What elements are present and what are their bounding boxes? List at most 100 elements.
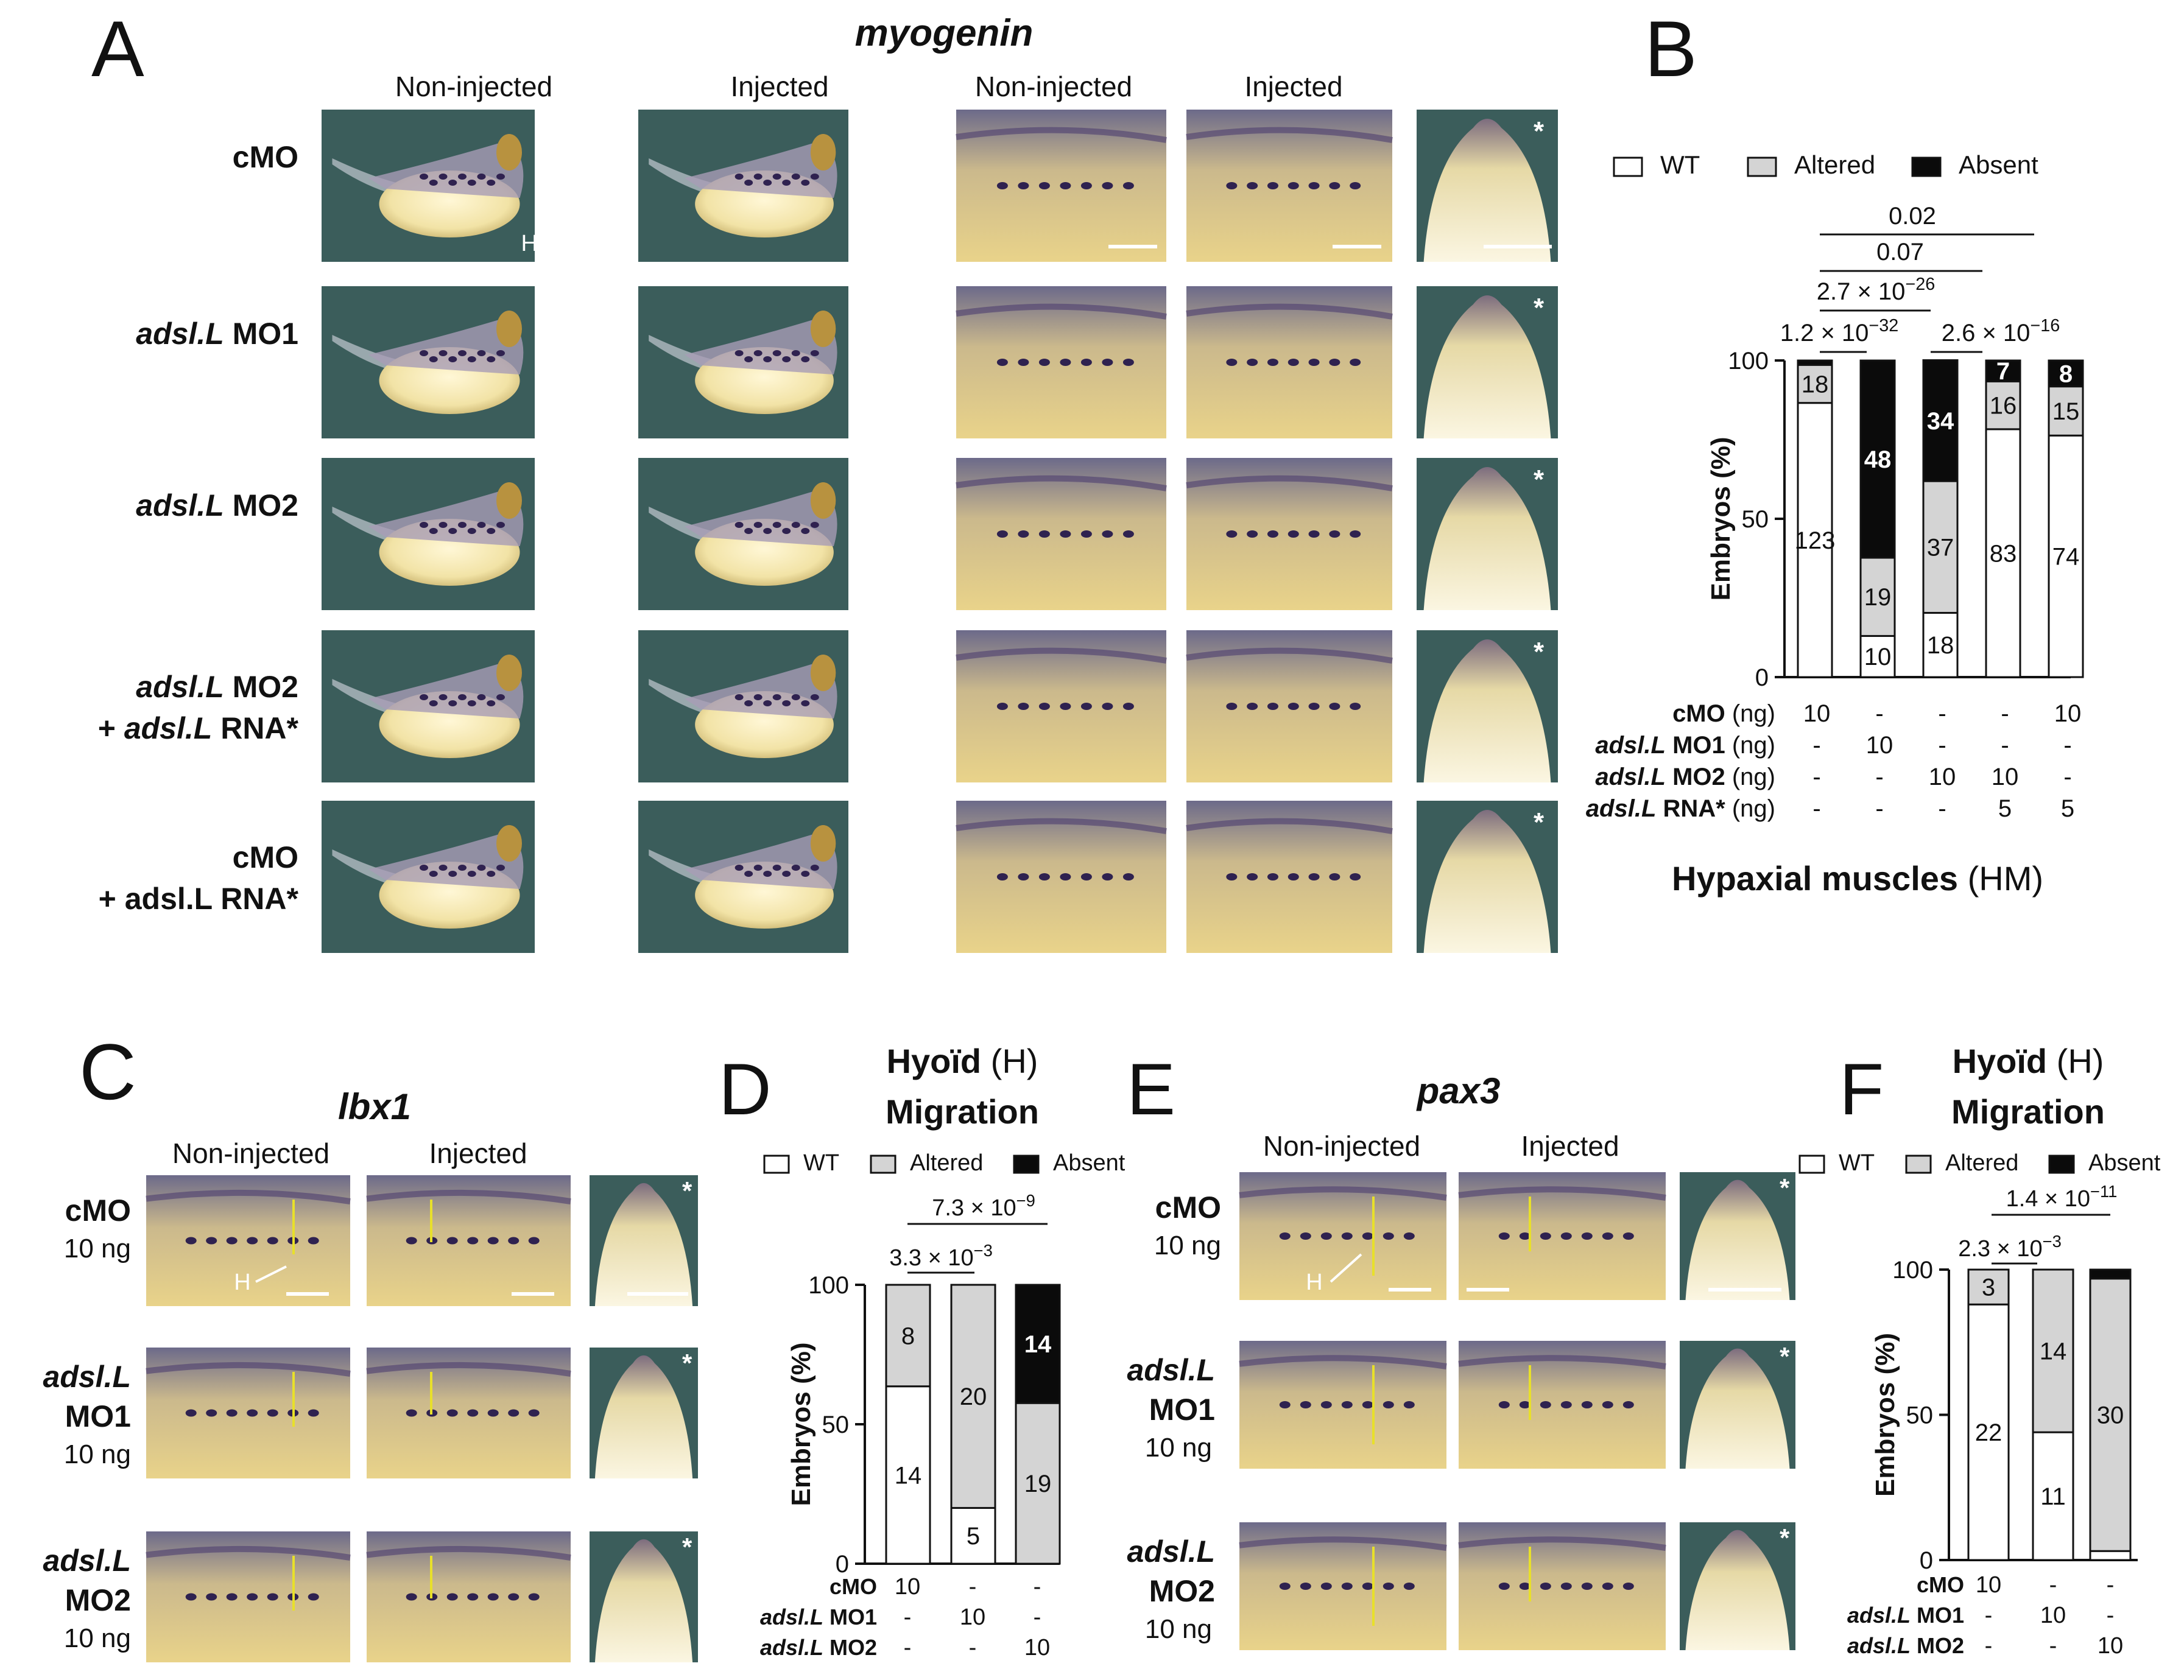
muscle-stain: [487, 1409, 499, 1417]
eye: [810, 311, 836, 347]
muscle-stain: [448, 356, 457, 362]
panel-a-title: myogenin: [855, 12, 1034, 54]
text-part: + adsl.L RNA*: [99, 882, 299, 916]
bar-segment-altered: [1015, 1402, 1061, 1565]
muscle-stain: [1300, 1232, 1311, 1240]
muscle-stain: [1308, 703, 1320, 710]
ventral-photo: [1417, 286, 1558, 438]
ventral-view: [594, 1183, 693, 1306]
data-label: 30: [2097, 1402, 2124, 1429]
y-tick-label: 50: [1906, 1402, 1934, 1429]
muscle-stain: [1080, 703, 1092, 710]
bar-segment-altered: [1967, 1268, 2010, 1306]
condition-value: 10: [1024, 1635, 1050, 1661]
text-part: MO2: [224, 670, 298, 704]
row-label: cMO: [65, 1193, 131, 1228]
muscle-stain: [801, 180, 810, 186]
text-part: Hyoïd: [887, 1042, 982, 1080]
condition-value: -: [904, 1604, 912, 1630]
pvalue-exponent: −16: [2030, 316, 2060, 336]
data-label: 14: [2040, 1338, 2067, 1365]
panel-letter-c: C: [79, 1027, 136, 1116]
muscle-stain: [1341, 1401, 1353, 1408]
dorsal-tissue: [368, 317, 524, 374]
dorsal-tissue: [684, 661, 837, 719]
muscle-stain: [1320, 1232, 1332, 1240]
muscle-stain: [1122, 873, 1134, 880]
muscle-stain: [753, 350, 763, 356]
muscle-stain: [308, 1409, 319, 1417]
muscle-stain: [487, 700, 496, 706]
muscle-stain: [1060, 359, 1071, 366]
text-part: MO2: [224, 488, 298, 522]
pvalue-exponent: −9: [1016, 1191, 1035, 1210]
condition-value: -: [2001, 732, 2009, 759]
condition-value: -: [1938, 700, 1946, 727]
row-label: adsl.L: [43, 1360, 131, 1394]
condition-value: -: [1812, 795, 1820, 822]
dorsal-band: [366, 1545, 571, 1561]
crop-photo-injected: [1186, 110, 1393, 262]
text-part: adsl.L: [136, 670, 224, 704]
muscle-stain: [477, 522, 486, 528]
muscle-stain: [458, 865, 467, 871]
dorsal-band: [1239, 1355, 1447, 1369]
muscle-stain: [267, 1409, 278, 1417]
embryo-photo-injected: [366, 1348, 571, 1478]
muscle-stain: [791, 865, 800, 871]
y-tick-label: 0: [836, 1551, 849, 1578]
condition-value: 10: [1929, 764, 1956, 790]
muscle-stain: [753, 522, 763, 528]
legend-label-absent: Absent: [2088, 1150, 2161, 1176]
muscle-stain: [1247, 703, 1258, 710]
data-label: 3: [1982, 1274, 1995, 1301]
condition-value: -: [1938, 732, 1946, 759]
dorsal-tissue: [368, 661, 524, 719]
muscle-stain: [1350, 530, 1361, 538]
text-part: adsl.L: [136, 317, 224, 351]
condition-value: 10: [2098, 1633, 2123, 1659]
muscle-stain: [1038, 873, 1050, 880]
text-part: MO2: [823, 1635, 877, 1660]
text-part: adsl.L: [1595, 764, 1666, 790]
dose-label: 10 ng: [64, 1234, 131, 1264]
dorsal-band: [1458, 1355, 1666, 1369]
text-part: MO1: [1666, 732, 1725, 759]
dorsal-band: [366, 1189, 571, 1204]
text-part: Hyoïd: [1953, 1042, 2048, 1080]
bar-segment-absent: [1797, 359, 1833, 366]
muscle-stain: [406, 1593, 417, 1601]
p-value: 2.6 × 10−16: [1942, 316, 2060, 346]
bar-segment-wt: [950, 1506, 996, 1565]
text-part: MO1: [1149, 1393, 1215, 1427]
condition-value: -: [2063, 732, 2071, 759]
embryo-photo-injected: [638, 801, 848, 953]
muscle-stain: [528, 1593, 540, 1601]
muscle-stain: [1581, 1232, 1593, 1240]
bar-segment-absent: [1985, 359, 2021, 382]
dorsal-band: [1186, 647, 1393, 664]
muscle-stain: [508, 1593, 520, 1601]
bar-segment-altered: [1922, 480, 1959, 614]
muscle-stain: [1329, 530, 1340, 538]
muscle-stain: [439, 174, 448, 180]
dorsal-band: [956, 475, 1167, 491]
muscle-stain: [1226, 703, 1238, 710]
muscle-stain: [1279, 1401, 1291, 1408]
legend-swatch-wt: [1798, 1155, 1825, 1174]
dorsal-band: [1239, 1536, 1447, 1551]
muscle-stain: [1226, 873, 1238, 880]
pvalue-base: 2.6 × 10: [1942, 320, 2031, 346]
asterisk: *: [1534, 807, 1545, 837]
muscle-stain: [791, 174, 800, 180]
muscle-stain: [1267, 182, 1278, 189]
legend-swatch-absent: [1013, 1155, 1040, 1174]
muscle-stain: [1320, 1583, 1332, 1590]
muscle-stain: [1267, 530, 1278, 538]
panel-b-caption: Hypaxial muscles (HM): [1672, 859, 2043, 898]
ventral-view: [1685, 1530, 1790, 1650]
text-part: Hypaxial muscles: [1672, 859, 1958, 898]
legend-swatch-altered: [1747, 156, 1777, 177]
panel-letter-f: F: [1839, 1049, 1884, 1130]
